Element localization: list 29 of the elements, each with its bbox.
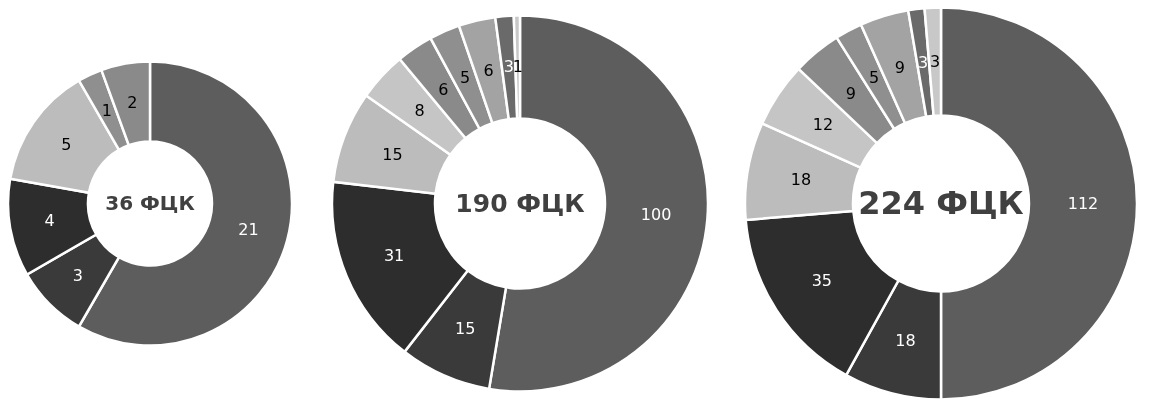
data-label: 3 <box>918 52 929 72</box>
data-label: 15 <box>382 144 403 164</box>
data-label: 31 <box>383 246 405 266</box>
data-label: 3 <box>72 265 83 285</box>
data-label: 9 <box>845 83 857 103</box>
data-label: 1 <box>101 101 112 121</box>
text: 224 ФЦК <box>858 183 1024 222</box>
data-label: 1 <box>512 57 523 77</box>
data-label: 2 <box>127 93 138 113</box>
data-label: 9 <box>894 57 905 77</box>
data-label: 6 <box>483 60 494 80</box>
data-label: 6 <box>438 80 449 100</box>
data-label: 5 <box>61 135 72 154</box>
data-label: 5 <box>868 68 880 88</box>
data-label: 15 <box>454 318 476 338</box>
text: 36 ФЦК <box>105 190 196 215</box>
text: 190 ФЦК <box>455 188 586 218</box>
data-label: 18 <box>790 169 812 189</box>
data-label: 100 <box>640 204 672 224</box>
data-label: 18 <box>895 331 916 350</box>
data-label: 5 <box>460 68 471 88</box>
data-label: 3 <box>929 51 941 71</box>
data-label: 4 <box>44 211 55 231</box>
data-label: 12 <box>812 114 834 134</box>
data-label: 3 <box>503 57 514 77</box>
data-label: 8 <box>414 101 425 121</box>
data-label: 35 <box>811 270 833 290</box>
data-label: 112 <box>1067 193 1099 213</box>
data-label: 21 <box>238 219 259 239</box>
